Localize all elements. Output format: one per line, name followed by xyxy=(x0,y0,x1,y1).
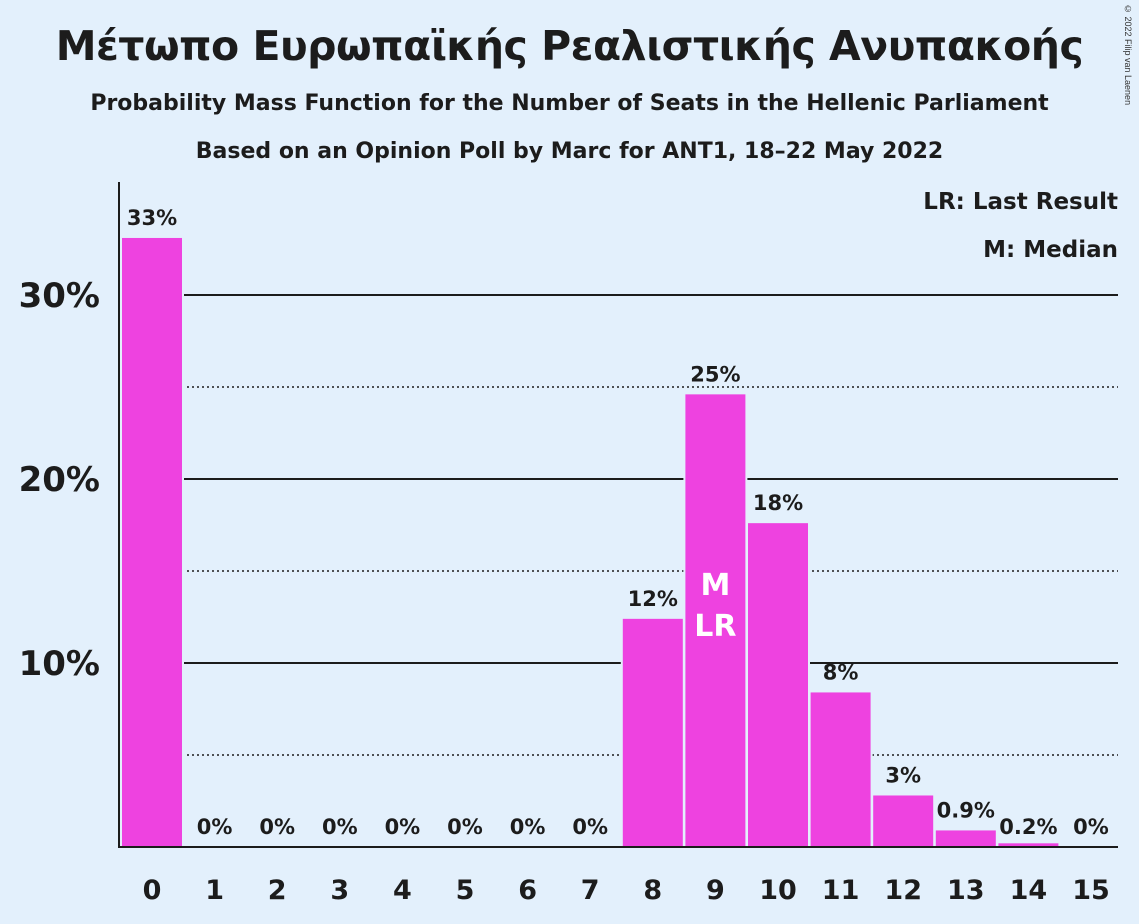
x-tick-label: 4 xyxy=(393,875,412,906)
bar-11 xyxy=(810,692,871,847)
y-tick-label: 30% xyxy=(19,276,100,316)
x-tick-label: 2 xyxy=(268,875,287,906)
legend-median: M: Median xyxy=(983,237,1118,263)
data-label: 33% xyxy=(127,206,177,230)
x-tick-label: 0 xyxy=(143,875,162,906)
bar-14 xyxy=(998,843,1059,847)
data-label: 12% xyxy=(628,587,678,611)
x-tick-label: 14 xyxy=(1010,875,1048,906)
bar-0 xyxy=(122,237,182,847)
median-marker: M xyxy=(700,568,730,603)
data-label: 0% xyxy=(259,815,295,839)
copyright-notice: © 2022 Filip van Laenen xyxy=(1123,4,1133,106)
chart-title: Μέτωπο Ευρωπαϊκής Ρεαλιστικής Ανυπακοής xyxy=(55,22,1084,70)
data-label: 0% xyxy=(322,815,358,839)
data-label: 18% xyxy=(753,491,803,515)
y-tick-label: 10% xyxy=(19,644,100,684)
bar-13 xyxy=(935,830,996,847)
x-tick-label: 10 xyxy=(759,875,797,906)
x-tick-label: 1 xyxy=(205,875,224,906)
x-tick-label: 5 xyxy=(456,875,475,906)
data-label: 0% xyxy=(447,815,483,839)
data-label: 0% xyxy=(1073,815,1109,839)
bar-10 xyxy=(748,523,808,847)
chart-subtitle: Probability Mass Function for the Number… xyxy=(90,91,1049,116)
x-tick-label: 6 xyxy=(518,875,537,906)
x-tick-label: 15 xyxy=(1072,875,1110,906)
x-tick-label: 8 xyxy=(643,875,662,906)
x-tick-label: 13 xyxy=(947,875,985,906)
data-label: 8% xyxy=(823,660,859,684)
x-tick-label: 3 xyxy=(330,875,349,906)
y-tick-label: 20% xyxy=(19,460,100,500)
x-tick-label: 9 xyxy=(706,875,725,906)
data-label: 0% xyxy=(197,815,233,839)
data-label: 0.2% xyxy=(999,815,1057,839)
bar-9 xyxy=(685,394,746,847)
data-label: 25% xyxy=(690,362,740,386)
data-label: 3% xyxy=(885,763,921,787)
data-label: 0% xyxy=(385,815,421,839)
data-label: 0.9% xyxy=(937,798,995,822)
legend-last-result: LR: Last Result xyxy=(923,189,1118,215)
bar-12 xyxy=(873,795,934,847)
bar-8 xyxy=(622,618,683,847)
data-label: 0% xyxy=(572,815,608,839)
x-tick-label: 12 xyxy=(884,875,922,906)
last-result-marker: LR xyxy=(694,609,736,644)
data-label: 0% xyxy=(510,815,546,839)
x-tick-label: 11 xyxy=(822,875,860,906)
chart-source-subtitle: Based on an Opinion Poll by Marc for ANT… xyxy=(195,139,944,164)
x-tick-label: 7 xyxy=(581,875,600,906)
